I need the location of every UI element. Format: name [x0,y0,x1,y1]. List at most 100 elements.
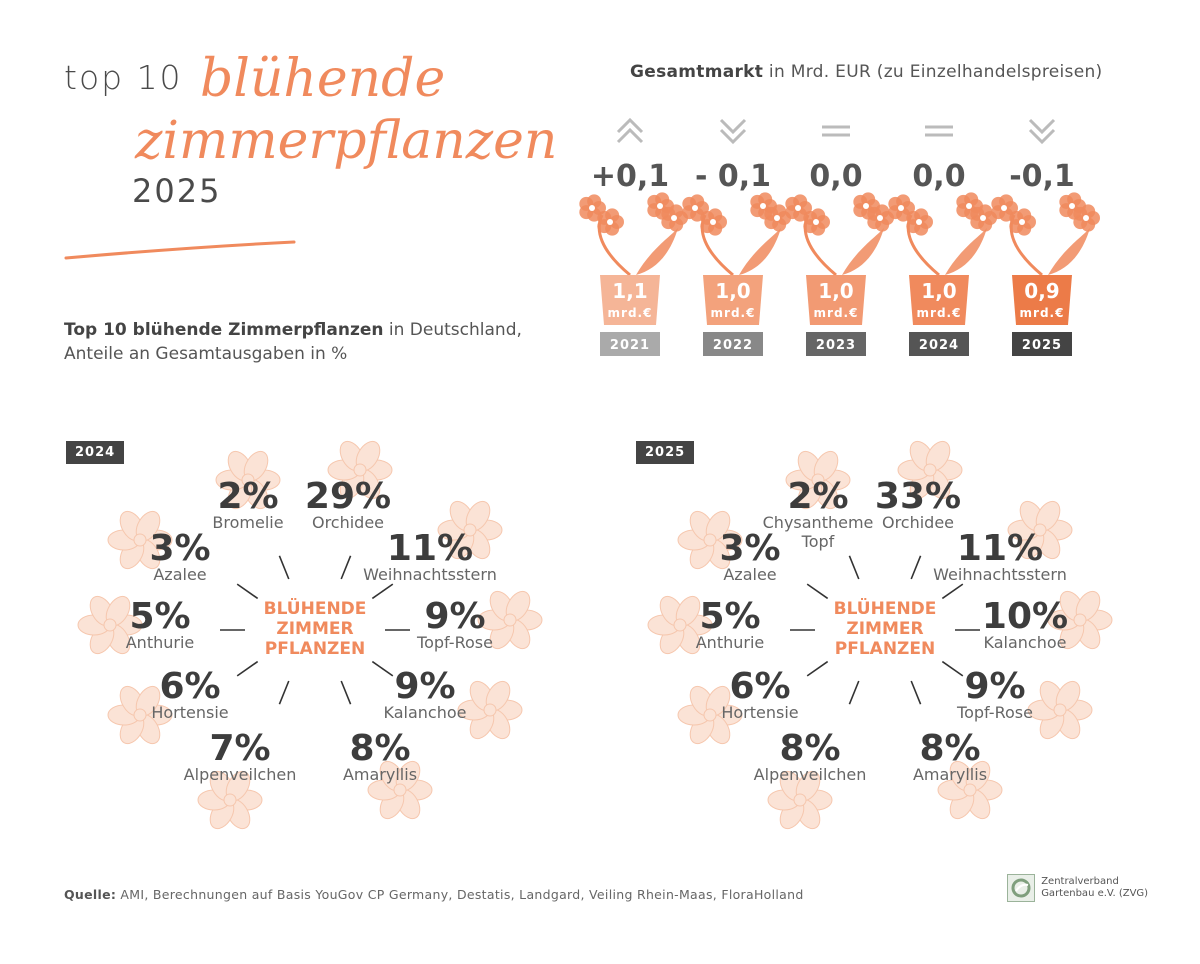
market-heading-rest: in Mrd. EUR (zu Einzelhandelspreisen) [763,62,1103,82]
market-item-2025: -0,1 0,9 mrd.€ 2025 [991,118,1100,356]
year-chip [806,332,866,356]
zvg-line1: Zentralverband [1041,876,1119,887]
year-chip-2024: 2024 [66,441,125,464]
center-label-line: ZIMMER [276,619,353,639]
share-item: 8%Amaryllis [343,728,417,784]
share-item: 11%Weihnachtsstern [933,528,1067,584]
share-name-label: Alpenveilchen [754,765,867,784]
subtitle-bold: Top 10 blühende Zimmerpflanzen [64,320,384,340]
spoke-line [806,583,829,600]
trend-up-icon [616,117,644,144]
share-item: 11%Weihnachtsstern [363,528,497,584]
flower-icon [647,595,713,655]
subtitle: Top 10 blühende Zimmerpflanzen in Deutsc… [64,318,522,366]
share-name-label: Orchidee [312,513,384,532]
market-change-label: -0,1 [1009,159,1075,194]
flower-icon [785,192,894,277]
market-unit-label: mrd.€ [711,306,756,320]
market-item-2023: 0,0 1,0 mrd.€ 2023 [785,125,894,356]
share-item: 5%Anthurie [126,596,195,652]
share-item: 6%Hortensie [151,666,228,722]
flower-illustrations [647,440,1113,830]
share-item: 7%Alpenveilchen [184,728,297,784]
share-item: 2%Bromelie [212,476,283,532]
source-note: Quelle: AMI, Berechnungen auf Basis YouG… [64,887,804,902]
flower-icon [107,685,173,745]
market-value-label: 0,9 [1024,279,1059,303]
spoke-line [371,583,394,600]
share-name-label: Hortensie [721,703,798,722]
year-chip [703,332,763,356]
share-name-label: Amaryllis [913,765,987,784]
share-name-label: Kalanchoe [384,703,467,722]
flower-icon [77,595,143,655]
market-value-label: 1,0 [818,279,853,303]
market-change-label: +0,1 [591,159,669,194]
year-chip-2025: 2025 [636,441,695,464]
year-label: 2022 [713,338,753,353]
center-label-line: ZIMMER [846,619,923,639]
market-change-label: 0,0 [912,159,965,194]
share-item: 10%Kalanchoe [982,596,1068,652]
year-chip [1012,332,1072,356]
flower-icon [677,685,743,745]
share-value-label: 10% [982,596,1068,637]
pot-bar [909,275,969,325]
share-value-label: 3% [719,528,780,569]
market-item-2022: - 0,1 1,0 mrd.€ 2022 [682,118,791,356]
flower-icon [327,440,393,500]
share-name-label: Alpenveilchen [184,765,297,784]
share-name-label: Topf [801,532,835,551]
spoke-line [236,583,259,600]
share-name-label: Chysantheme [763,513,874,532]
share-name-label: Hortensie [151,703,228,722]
share-value-label: 11% [957,528,1043,569]
flower-icon [197,770,263,830]
year-label: 2021 [610,338,650,353]
share-name-label: Anthurie [696,633,765,652]
decorative-brush-stroke [64,240,296,260]
trend-down-icon [1028,118,1056,145]
spoke-lines [220,555,410,705]
share-item: 5%Anthurie [696,596,765,652]
market-item-2021: +0,1 1,1 mrd.€ 2021 [579,117,688,356]
share-item: 9%Topf-Rose [416,596,493,652]
trend-flat-icon [925,125,953,137]
spoke-line [806,660,829,677]
share-value-label: 3% [149,528,210,569]
share-value-label: 5% [699,596,760,637]
share-value-label: 2% [217,476,278,517]
pot-bar [703,275,763,325]
trend-flat-icon [822,125,850,137]
flower-icon [677,510,743,570]
zvg-logo-block: Zentralverband Gartenbau e.V. (ZVG) [1007,874,1148,902]
share-value-label: 2% [787,476,848,517]
spoke-line [910,555,922,580]
spoke-line [941,660,964,677]
center-label-line: PFLANZEN [835,639,935,659]
share-item: 6%Hortensie [721,666,798,722]
market-chart: +0,1 1,1 mrd.€ 2021 - 0,1 1,0 mrd.€ 2022 0,0 1,0 m… [579,117,1100,356]
share-name-label: Anthurie [126,633,195,652]
year-chip [909,332,969,356]
spoke-line [278,680,290,705]
share-item: 3%Azalee [719,528,780,584]
center-label-line: BLÜHENDE [264,597,367,619]
flower-icon [767,770,833,830]
share-name-label: Bromelie [212,513,283,532]
title-script-line1: blühende [200,49,446,109]
flower-icon [457,680,523,740]
share-value-label: 8% [919,728,980,769]
spoke-line [848,555,860,580]
flower-icon [1047,590,1113,650]
flower-icon [888,192,997,277]
flower-icon [367,760,433,820]
market-unit-label: mrd.€ [917,306,962,320]
share-value-label: 9% [394,666,455,707]
share-name-label: Azalee [153,565,206,584]
market-item-2024: 0,0 1,0 mrd.€ 2024 [888,125,997,356]
flower-illustrations [77,440,543,830]
spoke-line [371,660,394,677]
share-item: 3%Azalee [149,528,210,584]
share-value-label: 29% [305,476,391,517]
